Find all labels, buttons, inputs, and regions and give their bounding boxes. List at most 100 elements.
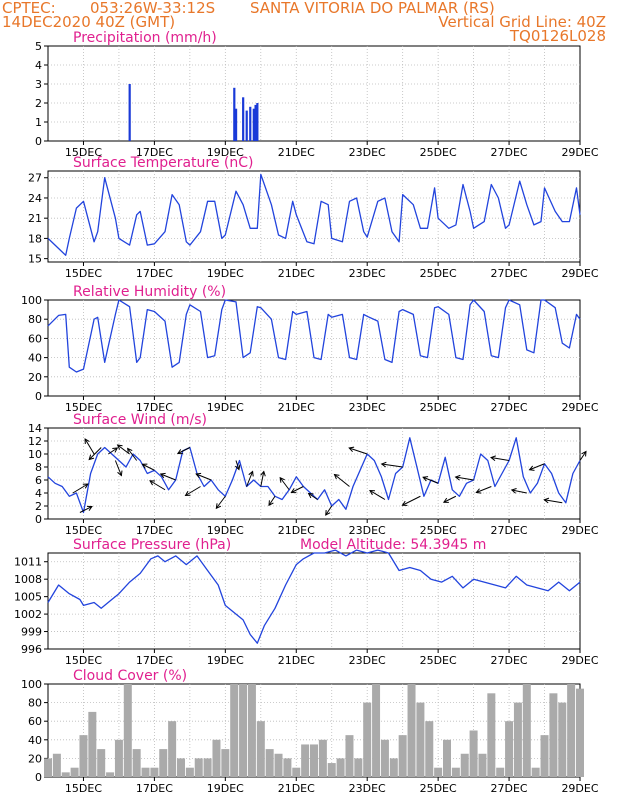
x-tick-label: 23DEC bbox=[349, 524, 386, 537]
wind-arrow-head bbox=[195, 472, 202, 479]
wind-arrow bbox=[490, 457, 510, 461]
series-line bbox=[47, 173, 581, 256]
header-date: 14DEC2020 40Z (GMT) bbox=[2, 13, 175, 31]
panel-6: 0 20 40 60 80 100 15DEC 17DEC 19DEC 21DEC 23DEC 25D… bbox=[21, 668, 599, 795]
x-tick-label: 15DEC bbox=[65, 267, 102, 280]
cloud-cover-bar bbox=[44, 758, 52, 777]
cloud-cover-bar bbox=[203, 758, 212, 777]
y-tick-label: 15 bbox=[28, 253, 42, 266]
x-tick-label: 21DEC bbox=[278, 146, 315, 159]
x-tick-label: 27DEC bbox=[491, 401, 528, 414]
wind-arrow bbox=[476, 486, 492, 493]
wind-arrow-head bbox=[279, 476, 285, 483]
cloud-cover-bar bbox=[230, 684, 239, 777]
cloud-cover-bar bbox=[336, 758, 345, 777]
x-tick-label: 29DEC bbox=[561, 267, 598, 280]
wind-arrow-head bbox=[581, 450, 587, 457]
wind-arrow-head bbox=[333, 473, 340, 480]
wind-arrow bbox=[279, 477, 290, 491]
y-tick-label: 12 bbox=[28, 435, 42, 448]
cloud-cover-bar bbox=[354, 758, 363, 777]
cloud-cover-bar bbox=[292, 767, 301, 777]
panel-2: 15 18 21 24 27 15DEC 17DEC 19DEC 21DEC 23DEC 25DEC… bbox=[28, 155, 599, 280]
wind-arrow bbox=[215, 495, 226, 509]
cloud-cover-bar bbox=[407, 684, 416, 777]
wind-arrow bbox=[402, 495, 421, 506]
cloud-cover-bar bbox=[478, 753, 487, 777]
y-tick-label: 14 bbox=[28, 422, 42, 435]
wind-arrow bbox=[325, 505, 333, 516]
wind-arrow-head bbox=[510, 488, 517, 494]
x-tick-label: 21DEC bbox=[278, 782, 315, 795]
precipitation-bar bbox=[252, 108, 255, 141]
cloud-cover-bar bbox=[123, 684, 132, 777]
precipitation-bar bbox=[128, 84, 131, 141]
y-tick-label: 1005 bbox=[14, 591, 42, 604]
wind-arrow bbox=[185, 486, 201, 496]
cloud-cover-bar bbox=[496, 767, 505, 777]
cloud-cover-bar bbox=[425, 721, 434, 777]
wind-arrow-head bbox=[117, 470, 123, 477]
wind-arrow-head bbox=[184, 490, 191, 497]
y-tick-label: 2 bbox=[35, 500, 42, 513]
x-tick-label: 27DEC bbox=[491, 524, 528, 537]
x-tick-label: 19DEC bbox=[207, 782, 244, 795]
cloud-cover-bar bbox=[363, 702, 372, 777]
wind-arrow-head bbox=[528, 465, 535, 471]
wind-arrow-head bbox=[490, 455, 496, 461]
series-line bbox=[47, 549, 581, 644]
panel-title: Relative Humidity (%) bbox=[73, 284, 226, 300]
wind-arrow-head bbox=[454, 474, 461, 481]
wind-arrow bbox=[88, 447, 102, 460]
wind-arrow bbox=[291, 486, 304, 493]
x-tick-label: 15DEC bbox=[65, 654, 102, 667]
precipitation-bar bbox=[245, 110, 248, 141]
y-tick-label: 996 bbox=[21, 643, 42, 656]
x-tick-label: 23DEC bbox=[349, 782, 386, 795]
cloud-cover-bar bbox=[168, 721, 177, 777]
cloud-cover-bar bbox=[522, 684, 531, 777]
wind-arrow-head bbox=[159, 472, 166, 479]
cloud-cover-bar bbox=[549, 693, 558, 777]
header-coordinates: 053:26W-33:12S bbox=[90, 0, 215, 17]
cloud-cover-bar bbox=[505, 721, 514, 777]
precipitation-bar bbox=[249, 106, 252, 141]
cloud-cover-bar bbox=[141, 767, 150, 777]
x-tick-label: 17DEC bbox=[136, 267, 173, 280]
y-tick-label: 27 bbox=[28, 172, 42, 185]
y-tick-label: 999 bbox=[21, 626, 42, 639]
cloud-cover-bar bbox=[576, 688, 584, 777]
plot-frame bbox=[47, 299, 581, 397]
x-tick-label: 17DEC bbox=[136, 401, 173, 414]
wind-arrow-head bbox=[248, 470, 254, 477]
panel-title: Surface Wind (m/s) bbox=[73, 412, 207, 428]
wind-arrow-head bbox=[84, 438, 90, 445]
y-tick-label: 24 bbox=[28, 192, 42, 205]
x-tick-label: 25DEC bbox=[420, 401, 457, 414]
wind-arrow-head bbox=[543, 497, 550, 504]
y-tick-label: 10 bbox=[28, 448, 42, 461]
x-tick-label: 21DEC bbox=[278, 267, 315, 280]
wind-arrow-head bbox=[401, 500, 408, 506]
cloud-cover-bar bbox=[159, 749, 168, 777]
wind-arrow bbox=[334, 474, 350, 487]
x-tick-label: 29DEC bbox=[561, 524, 598, 537]
header-location: SANTA VITORIA DO PALMAR (RS) bbox=[250, 0, 495, 17]
y-tick-label: 1002 bbox=[14, 608, 42, 621]
y-tick-label: 100 bbox=[21, 294, 42, 307]
x-tick-label: 15DEC bbox=[65, 524, 102, 537]
wind-arrow bbox=[511, 489, 527, 494]
cloud-cover-bar bbox=[150, 767, 159, 777]
y-tick-label: 40 bbox=[28, 352, 42, 365]
x-tick-label: 25DEC bbox=[420, 267, 457, 280]
x-tick-label: 19DEC bbox=[207, 524, 244, 537]
panel-annotation: Model Altitude: 54.3945 m bbox=[300, 537, 486, 553]
cloud-cover-bar bbox=[540, 735, 549, 777]
y-tick-label: 4 bbox=[35, 59, 42, 72]
series-line bbox=[47, 437, 581, 514]
x-tick-label: 25DEC bbox=[420, 146, 457, 159]
y-tick-label: 2 bbox=[35, 97, 42, 110]
x-tick-label: 21DEC bbox=[278, 524, 315, 537]
wind-arrow bbox=[455, 476, 474, 481]
y-tick-label: 20 bbox=[28, 752, 42, 765]
